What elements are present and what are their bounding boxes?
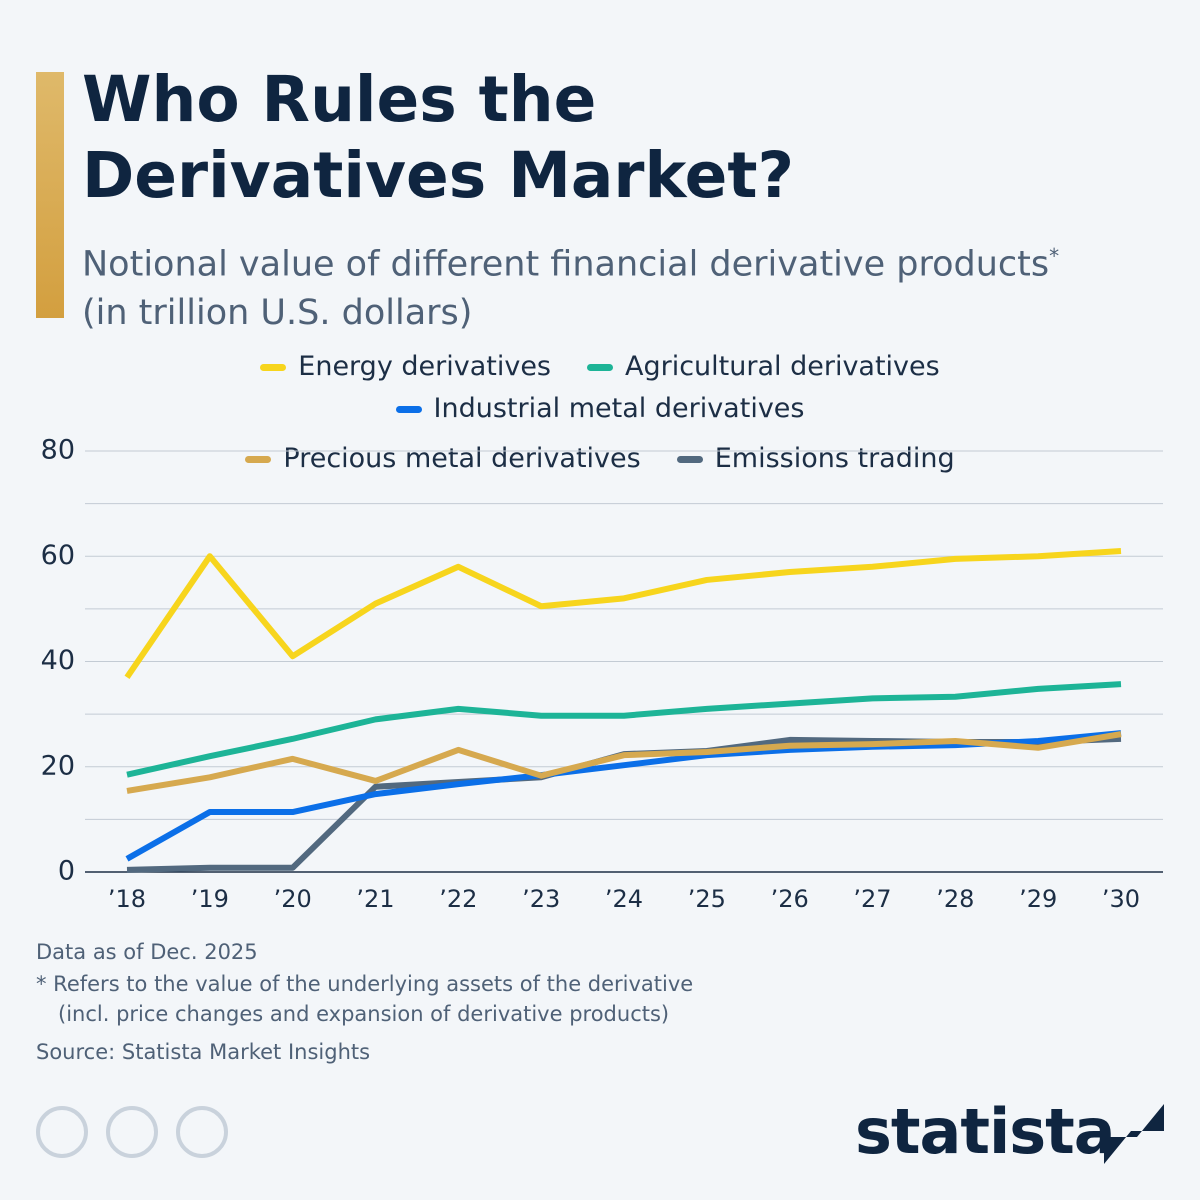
data-line bbox=[126, 735, 1122, 873]
subtitle-text: Notional value of different financial de… bbox=[82, 244, 1050, 285]
y-tick-label: 80 bbox=[41, 435, 75, 466]
x-tick-label: ’25 bbox=[688, 885, 726, 913]
legend-item: Energy derivatives bbox=[260, 350, 551, 384]
x-tick-label: ’24 bbox=[605, 885, 643, 913]
legend-item: Emissions trading bbox=[676, 442, 955, 476]
x-tick-label: ’23 bbox=[522, 885, 560, 913]
x-tick-label: ’28 bbox=[936, 885, 974, 913]
legend-label: Agricultural derivatives bbox=[625, 351, 940, 382]
note: (incl. price changes and expansion of de… bbox=[58, 1002, 670, 1026]
brand: statista bbox=[855, 1095, 1116, 1168]
legend: Energy derivatives Agricultural derivativ… bbox=[20, 350, 1180, 476]
x-tick-label: ’21 bbox=[356, 885, 394, 913]
legend-label: Industrial metal derivatives bbox=[433, 393, 805, 424]
legend-swatch bbox=[395, 405, 422, 413]
x-tick-label: ’20 bbox=[274, 885, 312, 913]
subtitle: Notional value of different financial de… bbox=[82, 232, 1162, 337]
data-line bbox=[126, 731, 1122, 794]
x-tick-label: ’19 bbox=[191, 885, 229, 913]
y-tick-label: 40 bbox=[41, 645, 75, 676]
x-tick-label: ’29 bbox=[1019, 885, 1057, 913]
chart-title: Who Rules the Derivatives Market? bbox=[82, 63, 795, 212]
legend-item: Agricultural derivatives bbox=[587, 350, 940, 384]
x-tick-label: ’22 bbox=[439, 885, 477, 913]
accent-bar bbox=[36, 72, 64, 318]
data-line bbox=[125, 730, 1122, 862]
legend-swatch bbox=[260, 363, 287, 371]
legend-item: Industrial metal derivatives bbox=[395, 392, 805, 426]
y-tick-label: 0 bbox=[58, 856, 75, 887]
legend-label: Precious metal derivatives bbox=[283, 443, 641, 474]
x-tick-label: ’26 bbox=[771, 885, 809, 913]
y-tick-label: 20 bbox=[41, 750, 75, 781]
legend-swatch bbox=[587, 363, 613, 371]
data-line bbox=[126, 681, 1122, 778]
legend-label: Energy derivatives bbox=[298, 351, 551, 382]
legend-item: Precious metal derivatives bbox=[245, 442, 641, 476]
note: Data as of Dec. 2025 bbox=[36, 940, 258, 964]
legend-label: Emissions trading bbox=[714, 443, 955, 474]
note: * Refers to the value of the underlying … bbox=[36, 972, 694, 996]
legend-swatch bbox=[245, 455, 272, 463]
license-icons bbox=[36, 1106, 228, 1158]
x-tick-label: ’30 bbox=[1102, 885, 1140, 913]
source: Source: Statista Market Insights bbox=[36, 1040, 371, 1064]
y-tick-label: 60 bbox=[41, 540, 75, 571]
legend-swatch bbox=[676, 455, 703, 463]
unit: (in trillion U.S. dollars) bbox=[82, 292, 473, 333]
x-tick-label: ’18 bbox=[108, 885, 146, 913]
x-tick-label: ’27 bbox=[853, 885, 891, 913]
footnote-marker: * bbox=[1049, 244, 1060, 268]
data-line bbox=[124, 547, 1122, 679]
